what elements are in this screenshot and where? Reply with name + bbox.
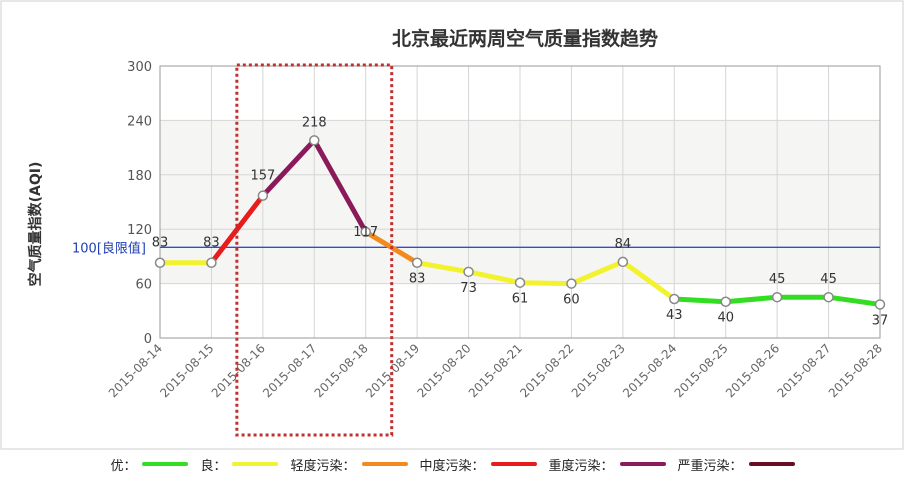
x-tick-label: 2015-08-28 xyxy=(826,341,885,400)
data-label: 40 xyxy=(717,311,734,326)
data-label: 83 xyxy=(409,272,426,287)
line-segment xyxy=(671,296,729,305)
data-label: 83 xyxy=(152,236,169,251)
data-point xyxy=(566,278,577,289)
data-point xyxy=(514,277,526,288)
line-segment xyxy=(260,137,317,199)
legend-item: 严重污染： xyxy=(678,455,795,474)
chart-title: 北京最近两周空气质量指数趋势 xyxy=(392,27,658,50)
data-label: 218 xyxy=(302,115,327,130)
reference-line-group: 100[良限值] xyxy=(72,240,880,256)
line-segment xyxy=(620,259,677,302)
data-point xyxy=(823,291,834,303)
x-tick-label: 2015-08-25 xyxy=(672,341,731,400)
legend-swatch xyxy=(361,462,408,466)
data-label: 60 xyxy=(563,293,580,308)
legend-item: 中度污染： xyxy=(420,455,537,474)
legend-item: 轻度污染： xyxy=(290,455,408,474)
data-point xyxy=(669,293,680,305)
data-point xyxy=(411,257,423,268)
legend-item: 良： xyxy=(200,455,279,474)
legend-item: 重度污染： xyxy=(549,455,666,474)
line-segment xyxy=(208,193,266,266)
legend-swatch xyxy=(142,462,189,466)
legend-swatch xyxy=(748,462,795,466)
y-tick-label: 300 xyxy=(127,60,152,75)
line-segment xyxy=(517,280,574,287)
aqi-line-chart: 北京最近两周空气质量指数趋势 100[良限值] 060120180240300 … xyxy=(0,0,904,450)
data-points xyxy=(154,135,886,310)
x-axis-ticks: 2015-08-142015-08-152015-08-162015-08-17… xyxy=(106,341,885,400)
data-label: 83 xyxy=(203,236,220,251)
legend-label: 中度污染： xyxy=(419,458,485,474)
line-segment xyxy=(466,269,523,286)
data-point xyxy=(720,296,731,307)
data-label: 73 xyxy=(460,281,477,296)
y-tick-label: 240 xyxy=(127,114,152,129)
x-tick-label: 2015-08-15 xyxy=(157,341,216,400)
y-tick-label: 0 xyxy=(144,332,152,347)
x-tick-label: 2015-08-23 xyxy=(569,341,628,400)
data-point xyxy=(463,266,474,278)
data-point xyxy=(771,291,783,303)
data-point xyxy=(617,256,629,268)
legend-item: 优： xyxy=(110,455,189,474)
x-tick-label: 2015-08-17 xyxy=(260,341,319,400)
x-tick-label: 2015-08-26 xyxy=(723,341,782,400)
data-point xyxy=(206,257,217,268)
data-point xyxy=(257,190,269,201)
legend-swatch xyxy=(490,462,537,466)
legend-swatch xyxy=(232,462,279,466)
legend-swatch xyxy=(619,462,666,466)
line-segment xyxy=(568,259,626,287)
line-segment xyxy=(311,137,369,235)
x-tick-label: 2015-08-14 xyxy=(106,341,165,400)
x-tick-label: 2015-08-20 xyxy=(414,341,473,400)
x-tick-label: 2015-08-22 xyxy=(517,341,576,400)
data-label: 117 xyxy=(353,225,378,240)
data-point xyxy=(360,226,371,238)
legend-label: 严重污染： xyxy=(677,458,743,474)
data-label: 61 xyxy=(512,292,529,307)
y-axis-label: 空气质量指数(AQI) xyxy=(27,162,44,287)
legend-label: 重度污染： xyxy=(548,458,614,474)
data-point xyxy=(154,257,166,268)
data-label: 37 xyxy=(872,313,889,328)
line-segment xyxy=(826,294,883,307)
line-segment xyxy=(723,294,780,305)
legend-label: 轻度污染： xyxy=(290,458,356,474)
data-label: 157 xyxy=(250,169,275,184)
legend: 优： 良： 轻度污染： 中度污染： 重度污染： 严重污染： xyxy=(0,452,905,476)
reference-line-label: 100[良限值] xyxy=(72,240,146,256)
data-point xyxy=(874,299,886,310)
y-tick-label: 60 xyxy=(135,278,152,293)
x-tick-label: 2015-08-21 xyxy=(466,341,525,400)
legend-label: 优： xyxy=(110,458,137,474)
data-labels: 83 83 157 218 117 83 73 61 60 84 43 40 45 45 37 xyxy=(152,115,889,328)
y-axis-ticks: 0 60 120 180 240 300 xyxy=(127,60,152,347)
data-label: 43 xyxy=(666,308,683,323)
y-tick-label: 180 xyxy=(127,169,152,184)
highlight-box xyxy=(235,63,394,437)
chart-border xyxy=(0,0,904,450)
data-label: 45 xyxy=(769,272,786,287)
plot-frame xyxy=(159,65,881,339)
data-point xyxy=(309,135,320,146)
series-line xyxy=(157,137,883,307)
legend-label: 良： xyxy=(200,458,227,474)
x-tick-label: 2015-08-24 xyxy=(620,341,679,400)
data-label: 84 xyxy=(615,237,632,252)
line-segment xyxy=(414,260,472,275)
x-tick-label: 2015-08-27 xyxy=(774,341,833,400)
y-tick-label: 120 xyxy=(127,223,152,238)
x-tick-label: 2015-08-18 xyxy=(312,341,371,400)
data-label: 45 xyxy=(820,272,837,287)
